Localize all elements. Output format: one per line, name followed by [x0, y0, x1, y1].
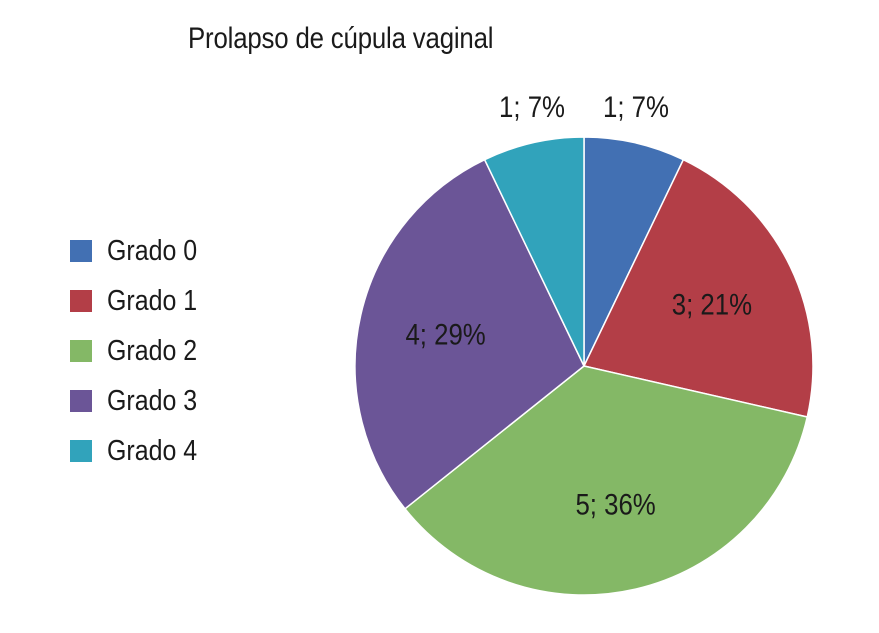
chart-legend: Grado 0 Grado 1 Grado 2 Grado 3 Grado 4	[70, 226, 212, 476]
pie-slice-grado-3	[354, 158, 585, 510]
legend-label: Grado 1	[107, 284, 198, 317]
legend-swatch	[70, 340, 92, 362]
legend-swatch	[70, 390, 92, 412]
legend-item-grado-1: Grado 1	[70, 276, 212, 326]
chart-title: Prolapso de cúpula vaginal	[188, 22, 494, 55]
legend-item-grado-3: Grado 3	[70, 376, 212, 426]
data-label-grado-3: 4; 29%	[405, 318, 485, 351]
legend-item-grado-0: Grado 0	[70, 226, 212, 276]
legend-swatch	[70, 440, 92, 462]
data-label-grado-0: 1; 7%	[603, 90, 669, 123]
pie-slice-grado-1	[582, 158, 814, 418]
legend-swatch	[70, 240, 92, 262]
data-label-grado-2: 5; 36%	[575, 488, 655, 521]
legend-label: Grado 2	[107, 334, 198, 367]
legend-item-grado-4: Grado 4	[70, 426, 212, 476]
legend-item-grado-2: Grado 2	[70, 326, 212, 376]
legend-label: Grado 3	[107, 384, 198, 417]
pie-slice-grado-4	[483, 136, 585, 367]
legend-label: Grado 4	[107, 434, 198, 467]
legend-swatch	[70, 290, 92, 312]
legend-label: Grado 0	[107, 234, 198, 267]
data-label-grado-1: 3; 21%	[672, 288, 752, 321]
pie-slice-grado-2	[403, 365, 809, 596]
pie-slice-grado-0	[583, 136, 685, 367]
data-label-grado-4: 1; 7%	[499, 90, 565, 123]
